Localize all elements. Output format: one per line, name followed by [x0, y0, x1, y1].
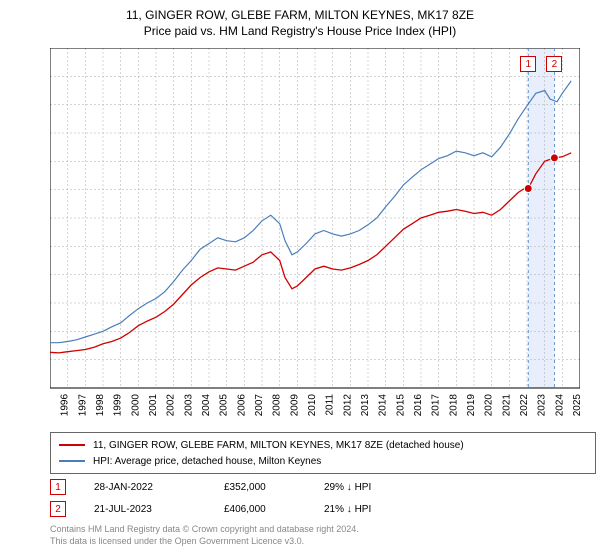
- marker-price: £406,000: [224, 504, 324, 515]
- chart-svg: £0£50K£100K£150K£200K£250K£300K£350K£400…: [50, 48, 580, 428]
- svg-text:2019: 2019: [466, 394, 477, 417]
- svg-text:2005: 2005: [219, 394, 230, 417]
- svg-text:2003: 2003: [183, 394, 194, 417]
- svg-text:2000: 2000: [130, 394, 141, 417]
- svg-text:2004: 2004: [201, 394, 212, 417]
- svg-text:2009: 2009: [289, 394, 300, 417]
- svg-text:2001: 2001: [148, 394, 159, 417]
- title-block: 11, GINGER ROW, GLEBE FARM, MILTON KEYNE…: [0, 0, 600, 38]
- markers-block: 1 28-JAN-2022 £352,000 29% ↓ HPI 2 21-JU…: [50, 476, 580, 520]
- svg-text:2021: 2021: [501, 394, 512, 417]
- legend-label: HPI: Average price, detached house, Milt…: [93, 456, 321, 467]
- legend-box: 11, GINGER ROW, GLEBE FARM, MILTON KEYNE…: [50, 432, 596, 474]
- svg-text:2025: 2025: [572, 394, 580, 417]
- svg-text:1997: 1997: [77, 394, 88, 417]
- marker-diff: 29% ↓ HPI: [324, 482, 434, 493]
- marker-badge: 2: [50, 501, 66, 517]
- chart-area: £0£50K£100K£150K£200K£250K£300K£350K£400…: [50, 48, 580, 388]
- svg-text:1996: 1996: [60, 394, 71, 417]
- footnote: Contains HM Land Registry data © Crown c…: [50, 524, 359, 547]
- marker-date: 21-JUL-2023: [94, 504, 224, 515]
- title-subtitle: Price paid vs. HM Land Registry's House …: [0, 24, 600, 38]
- svg-text:2017: 2017: [431, 394, 442, 417]
- svg-text:2013: 2013: [360, 394, 371, 417]
- svg-text:2023: 2023: [537, 394, 548, 417]
- svg-text:2007: 2007: [254, 394, 265, 417]
- svg-text:1999: 1999: [113, 394, 124, 417]
- svg-text:2018: 2018: [448, 394, 459, 417]
- svg-text:2022: 2022: [519, 394, 530, 417]
- marker-badge: 1: [50, 479, 66, 495]
- svg-text:2006: 2006: [236, 394, 247, 417]
- top-marker-badge: 2: [546, 56, 562, 72]
- top-marker-badge: 1: [520, 56, 536, 72]
- svg-text:2020: 2020: [484, 394, 495, 417]
- svg-text:2024: 2024: [554, 394, 565, 417]
- chart-container: 11, GINGER ROW, GLEBE FARM, MILTON KEYNE…: [0, 0, 600, 560]
- marker-date: 28-JAN-2022: [94, 482, 224, 493]
- marker-row: 2 21-JUL-2023 £406,000 21% ↓ HPI: [50, 498, 580, 520]
- legend-row: HPI: Average price, detached house, Milt…: [59, 453, 587, 469]
- legend-label: 11, GINGER ROW, GLEBE FARM, MILTON KEYNE…: [93, 440, 464, 451]
- title-address: 11, GINGER ROW, GLEBE FARM, MILTON KEYNE…: [0, 8, 600, 22]
- svg-text:1998: 1998: [95, 394, 106, 417]
- svg-text:2014: 2014: [378, 394, 389, 417]
- marker-price: £352,000: [224, 482, 324, 493]
- svg-text:2012: 2012: [342, 394, 353, 417]
- svg-text:1995: 1995: [50, 394, 53, 417]
- svg-text:2016: 2016: [413, 394, 424, 417]
- legend-row: 11, GINGER ROW, GLEBE FARM, MILTON KEYNE…: [59, 437, 587, 453]
- legend-swatch-1: [59, 444, 85, 446]
- marker-row: 1 28-JAN-2022 £352,000 29% ↓ HPI: [50, 476, 580, 498]
- svg-text:2010: 2010: [307, 394, 318, 417]
- svg-text:2002: 2002: [166, 394, 177, 417]
- legend-swatch-2: [59, 460, 85, 462]
- marker-diff: 21% ↓ HPI: [324, 504, 434, 515]
- footnote-line: This data is licensed under the Open Gov…: [50, 536, 359, 548]
- footnote-line: Contains HM Land Registry data © Crown c…: [50, 524, 359, 536]
- svg-text:2008: 2008: [272, 394, 283, 417]
- svg-text:2015: 2015: [395, 394, 406, 417]
- svg-text:2011: 2011: [325, 394, 336, 416]
